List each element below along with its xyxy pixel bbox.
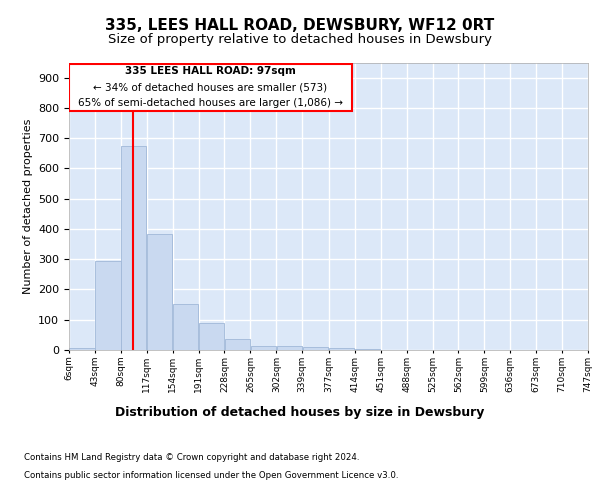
Text: 335, LEES HALL ROAD, DEWSBURY, WF12 0RT: 335, LEES HALL ROAD, DEWSBURY, WF12 0RT — [106, 18, 494, 32]
Bar — [69, 348, 95, 350]
Bar — [251, 346, 276, 350]
Bar — [277, 346, 302, 350]
Y-axis label: Number of detached properties: Number of detached properties — [23, 118, 32, 294]
Text: ← 34% of detached houses are smaller (573): ← 34% of detached houses are smaller (57… — [94, 82, 328, 92]
Text: Contains HM Land Registry data © Crown copyright and database right 2024.: Contains HM Land Registry data © Crown c… — [24, 453, 359, 462]
Text: 335 LEES HALL ROAD: 97sqm: 335 LEES HALL ROAD: 97sqm — [125, 66, 296, 76]
Text: 65% of semi-detached houses are larger (1,086) →: 65% of semi-detached houses are larger (… — [78, 98, 343, 108]
Bar — [329, 348, 355, 350]
Bar — [173, 304, 198, 350]
Bar — [302, 347, 328, 350]
Text: Size of property relative to detached houses in Dewsbury: Size of property relative to detached ho… — [108, 32, 492, 46]
Bar — [147, 234, 172, 350]
Bar — [199, 323, 224, 350]
Text: Distribution of detached houses by size in Dewsbury: Distribution of detached houses by size … — [115, 406, 485, 419]
Bar — [95, 260, 121, 350]
Bar — [225, 340, 250, 350]
Text: Contains public sector information licensed under the Open Government Licence v3: Contains public sector information licen… — [24, 472, 398, 480]
Bar — [121, 146, 146, 350]
FancyBboxPatch shape — [69, 64, 352, 111]
